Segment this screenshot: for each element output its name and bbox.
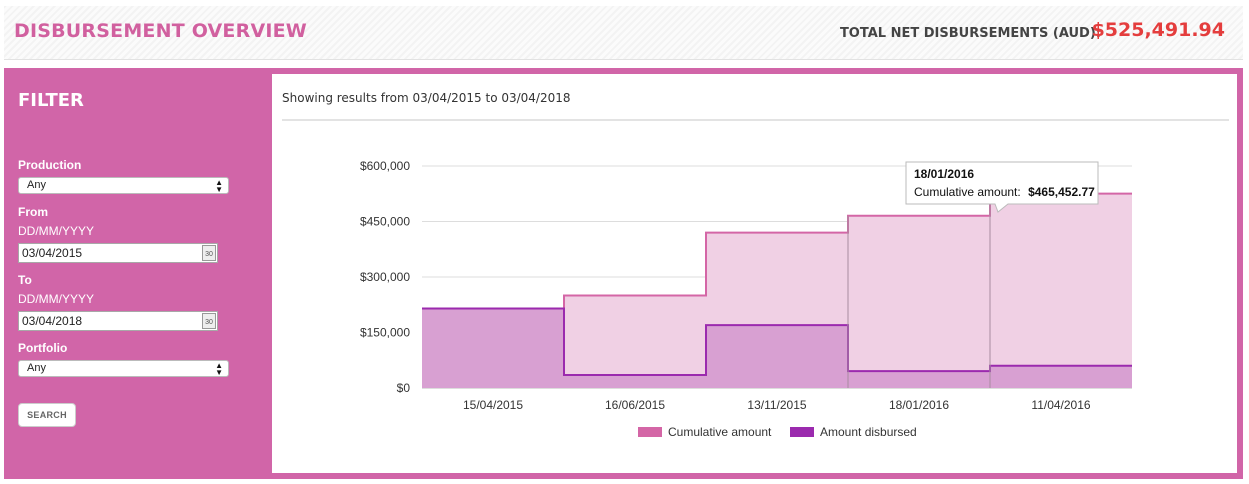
from-date-value: 03/04/2015: [22, 246, 83, 260]
total-net-disbursements-value: $525,491.94: [1091, 19, 1225, 41]
portfolio-label: Portfolio: [18, 341, 68, 355]
production-label: Production: [18, 158, 82, 172]
chart-panel: Showing results from 03/04/2015 to 03/04…: [272, 74, 1237, 473]
x-tick-label: 18/01/2016: [889, 398, 949, 412]
x-tick-label: 15/04/2015: [463, 398, 523, 412]
series-areas: [422, 192, 1132, 388]
from-format-hint: DD/MM/YYYY: [18, 224, 95, 238]
to-label: To: [18, 273, 32, 287]
content-frame: FILTER Production Any ▲ ▼ From DD/MM/YYYY…: [4, 68, 1243, 479]
chart-tooltip: 18/01/2016 Cumulative amount: $465,452.7…: [905, 161, 1099, 213]
divider: [282, 119, 1229, 121]
results-range-text: Showing results from 03/04/2015 to 03/04…: [282, 91, 571, 105]
select-arrows-icon: ▲ ▼: [215, 361, 223, 377]
page-header: DISBURSEMENT OVERVIEW TOTAL NET DISBURSE…: [4, 6, 1243, 60]
x-tick-label: 13/11/2015: [747, 398, 806, 412]
disbursement-chart: $0 $150,000 $300,000 $450,000 $600,000 15/04…: [360, 159, 1132, 439]
page-title: DISBURSEMENT OVERVIEW: [14, 20, 307, 42]
tooltip-date: 18/01/2016: [914, 167, 974, 181]
x-tick-label: 16/06/2015: [605, 398, 665, 412]
tooltip-box: [905, 161, 1099, 213]
to-format-hint: DD/MM/YYYY: [18, 292, 95, 306]
filter-title: FILTER: [18, 90, 84, 111]
calendar-icon[interactable]: 30: [202, 313, 216, 329]
search-button[interactable]: SEARCH: [18, 403, 76, 427]
portfolio-select-value: Any: [27, 362, 46, 374]
from-date-input[interactable]: 03/04/2015 30: [18, 243, 218, 263]
from-label: From: [18, 205, 48, 219]
y-axis-ticks: $0 $150,000 $300,000 $450,000 $600,000: [360, 159, 410, 395]
y-tick-label: $0: [397, 381, 411, 395]
chart-legend: Cumulative amount Amount disbursed: [638, 425, 917, 439]
portfolio-select[interactable]: Any ▲ ▼: [18, 360, 229, 377]
to-date-input[interactable]: 03/04/2018 30: [18, 311, 218, 331]
x-tick-label: 11/04/2016: [1031, 398, 1090, 412]
tooltip-value: $465,452.77: [1028, 185, 1095, 199]
y-tick-label: $300,000: [360, 270, 410, 284]
series-area-0: [422, 193, 1132, 388]
select-arrows-icon: ▲ ▼: [215, 178, 223, 194]
filter-sidebar: FILTER Production Any ▲ ▼ From DD/MM/YYYY…: [4, 68, 272, 479]
legend-swatch: [790, 427, 814, 437]
y-tick-label: $600,000: [360, 159, 410, 173]
series-area-1: [422, 308, 1132, 388]
y-tick-label: $450,000: [360, 215, 410, 229]
x-axis-ticks: 15/04/2015 16/06/2015 13/11/2015 18/01/2016…: [463, 398, 1091, 412]
tooltip-text: Cumulative amount: $465,452.77: [914, 185, 1095, 199]
production-select-value: Any: [27, 179, 46, 191]
to-date-value: 03/04/2018: [22, 314, 83, 328]
tooltip-label: Cumulative amount:: [914, 185, 1021, 199]
legend-swatch: [638, 427, 662, 437]
total-net-disbursements-label: TOTAL NET DISBURSEMENTS (AUD):: [839, 26, 1101, 41]
calendar-icon[interactable]: 30: [202, 245, 216, 261]
legend-label: Amount disbursed: [820, 425, 917, 439]
production-select[interactable]: Any ▲ ▼: [18, 177, 229, 194]
legend-label: Cumulative amount: [668, 425, 772, 439]
y-tick-label: $150,000: [360, 326, 410, 340]
